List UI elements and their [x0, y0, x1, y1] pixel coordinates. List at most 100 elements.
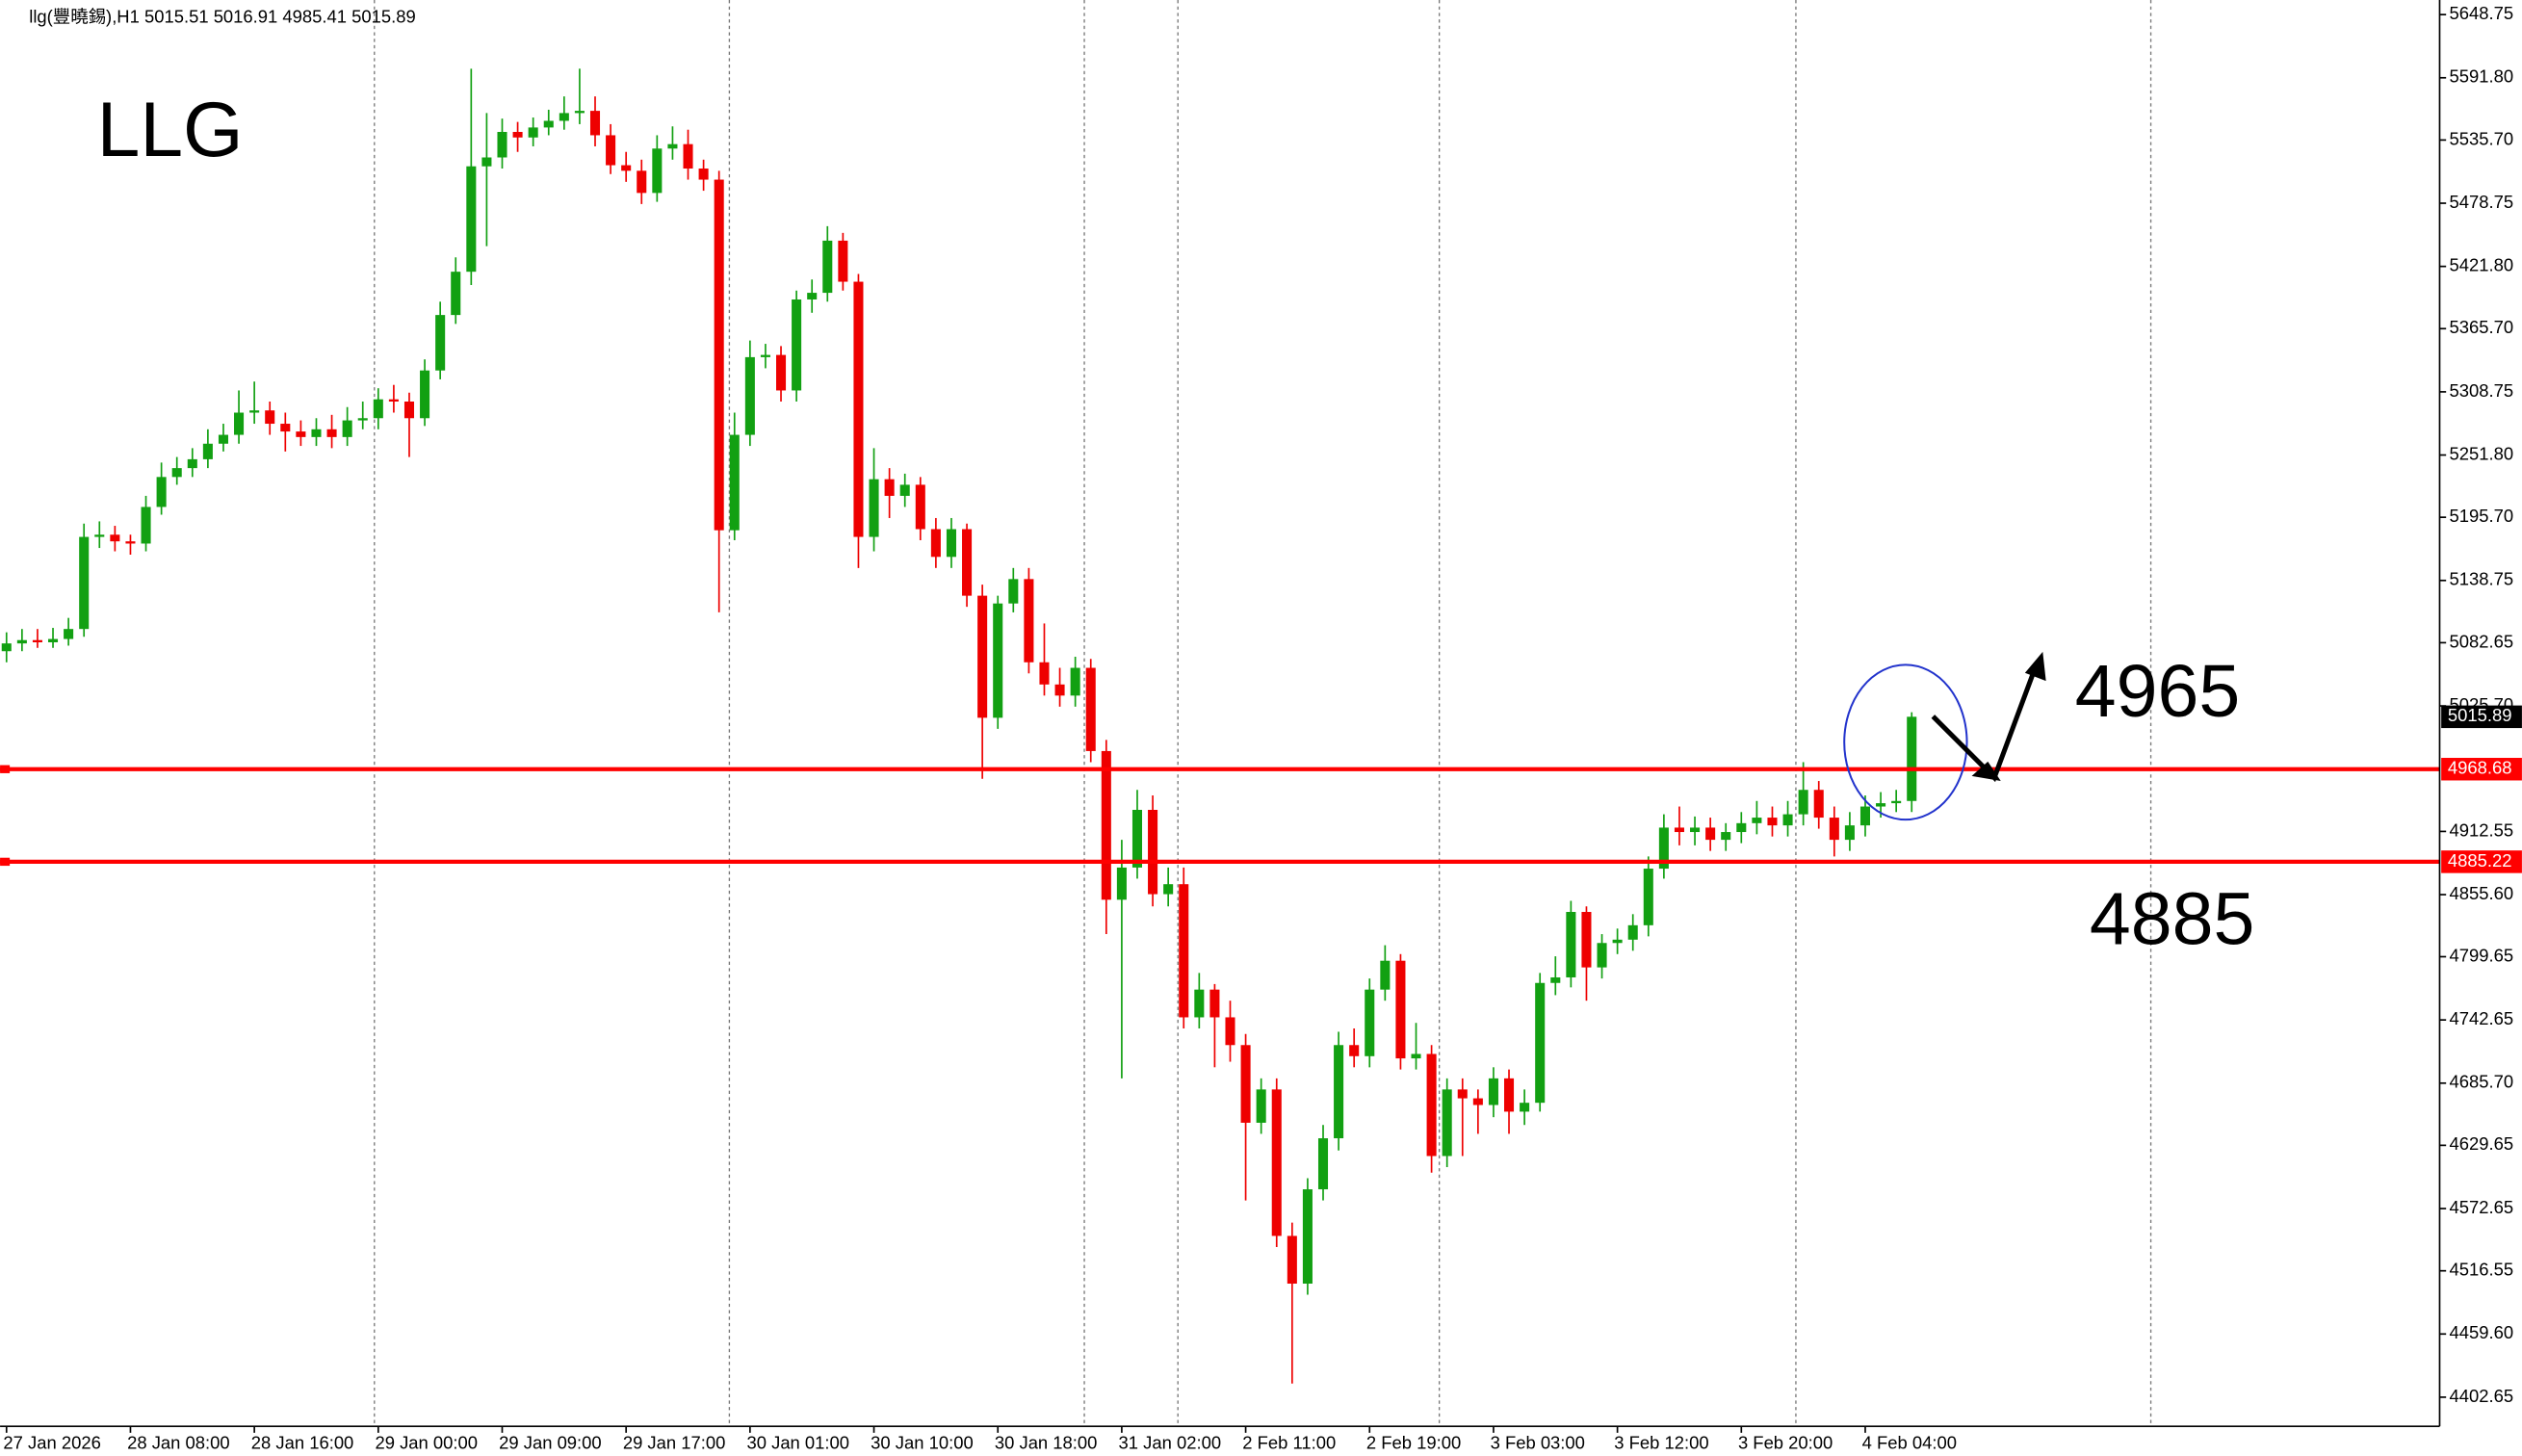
candle-body [962, 529, 973, 596]
x-tick-label: 4 Feb 04:00 [1862, 1432, 1957, 1452]
candle-body [141, 507, 151, 544]
level-label-bg [2441, 758, 2522, 781]
candle-body [853, 281, 864, 537]
candle-body [32, 639, 42, 643]
candle-body [899, 484, 910, 496]
candle-body [1116, 867, 1127, 900]
candle-body [420, 370, 430, 419]
level-label: 4968.68 [2448, 758, 2512, 778]
y-tick-label: 4912.55 [2450, 819, 2514, 840]
arrow-head [1971, 761, 2001, 781]
candle-body [1752, 818, 1762, 823]
candle-body [1736, 822, 1747, 833]
y-tick-label: 5195.70 [2450, 506, 2514, 526]
annotation: 4965 [2075, 650, 2240, 733]
candle-body [1, 643, 12, 652]
candles [1, 68, 1917, 1384]
candle-body [1317, 1138, 1329, 1190]
candle-body [528, 127, 538, 138]
x-tick-label: 29 Jan 00:00 [375, 1432, 478, 1452]
arrow-head [2024, 651, 2046, 682]
candle-body [110, 534, 120, 542]
y-tick-label: 4459.60 [2450, 1322, 2514, 1342]
candle-body [1782, 814, 1793, 826]
candle-body [497, 131, 507, 158]
candle-body [744, 356, 755, 435]
candle-body [822, 240, 833, 294]
candle-body [1798, 790, 1808, 815]
candle-body [574, 111, 585, 114]
candle-body [1581, 912, 1592, 968]
candle-body [930, 529, 941, 558]
candle-body [1535, 982, 1546, 1104]
y-tick-label: 5251.80 [2450, 443, 2514, 463]
x-tick-label: 27 Jan 2026 [3, 1432, 100, 1452]
candle-body [1876, 803, 1886, 807]
y-tick-label: 4402.65 [2450, 1386, 2514, 1406]
candle-body [1566, 912, 1576, 977]
y-tick-label: 5478.75 [2450, 192, 2514, 212]
y-tick-label: 5591.80 [2450, 66, 2514, 87]
y-tick-label: 5365.70 [2450, 317, 2514, 337]
candle-body [218, 434, 228, 444]
candle-body [1844, 825, 1855, 841]
candle-body [776, 354, 787, 391]
candle-body [280, 424, 291, 432]
candle-body [296, 431, 306, 437]
candle-body [1627, 924, 1638, 940]
x-tick-label: 2 Feb 11:00 [1242, 1432, 1336, 1452]
axes: 5648.75 5591.80 5535.70 5478.75 5421.80 5365.… [3, 3, 2522, 1452]
level-label-bg [2441, 850, 2522, 873]
candle-body [884, 479, 895, 496]
chart-header: llg(豐曉錫),H1 5015.51 5016.91 4985.41 5015… [29, 6, 415, 26]
candle-body [838, 240, 848, 282]
x-tick-label: 3 Feb 20:00 [1738, 1432, 1833, 1452]
candle-body [435, 315, 446, 371]
candle-body [714, 179, 724, 531]
candle-body [16, 639, 27, 644]
candle-body [792, 299, 802, 391]
candle-body [1859, 806, 1871, 826]
candle-body [481, 157, 492, 167]
candle-body [1674, 827, 1684, 833]
overlay [0, 765, 2440, 867]
candle-body [915, 484, 925, 530]
candle-body [1131, 810, 1143, 868]
candle-body [1426, 1053, 1437, 1157]
candle-body [1658, 827, 1669, 870]
candle-body [326, 429, 337, 437]
y-tick-label: 4855.60 [2450, 883, 2514, 903]
x-tick-label: 30 Jan 10:00 [871, 1432, 974, 1452]
candle-body [1070, 667, 1080, 696]
candle-body [1690, 827, 1701, 833]
last-price-bg [2441, 705, 2522, 729]
candle-body [265, 410, 275, 425]
candle-body [171, 468, 182, 478]
annotation: 4885 [2090, 877, 2254, 960]
candle-body [1008, 579, 1019, 604]
candle-body [94, 534, 105, 537]
x-tick-label: 30 Jan 01:00 [747, 1432, 850, 1452]
candle-body [1194, 989, 1205, 1018]
candle-body [652, 148, 663, 194]
candle-body [729, 434, 740, 531]
candle-body [1256, 1089, 1266, 1123]
candle-body [1457, 1089, 1468, 1099]
candle-body [1442, 1089, 1452, 1157]
y-tick-label: 4629.65 [2450, 1133, 2514, 1154]
candle-body [202, 443, 213, 459]
highlight-ellipse [1843, 663, 1968, 821]
candle-body [156, 477, 167, 507]
y-tick-label: 5082.65 [2450, 631, 2514, 651]
candle-body [373, 399, 383, 419]
candle-body [869, 479, 879, 537]
candle-body [1829, 818, 1839, 841]
candle-body [1643, 869, 1653, 925]
candle-body [249, 410, 260, 413]
x-tick-label: 29 Jan 09:00 [499, 1432, 602, 1452]
candle-body [683, 143, 693, 169]
candle-body [451, 272, 461, 316]
candle-body [621, 165, 632, 171]
